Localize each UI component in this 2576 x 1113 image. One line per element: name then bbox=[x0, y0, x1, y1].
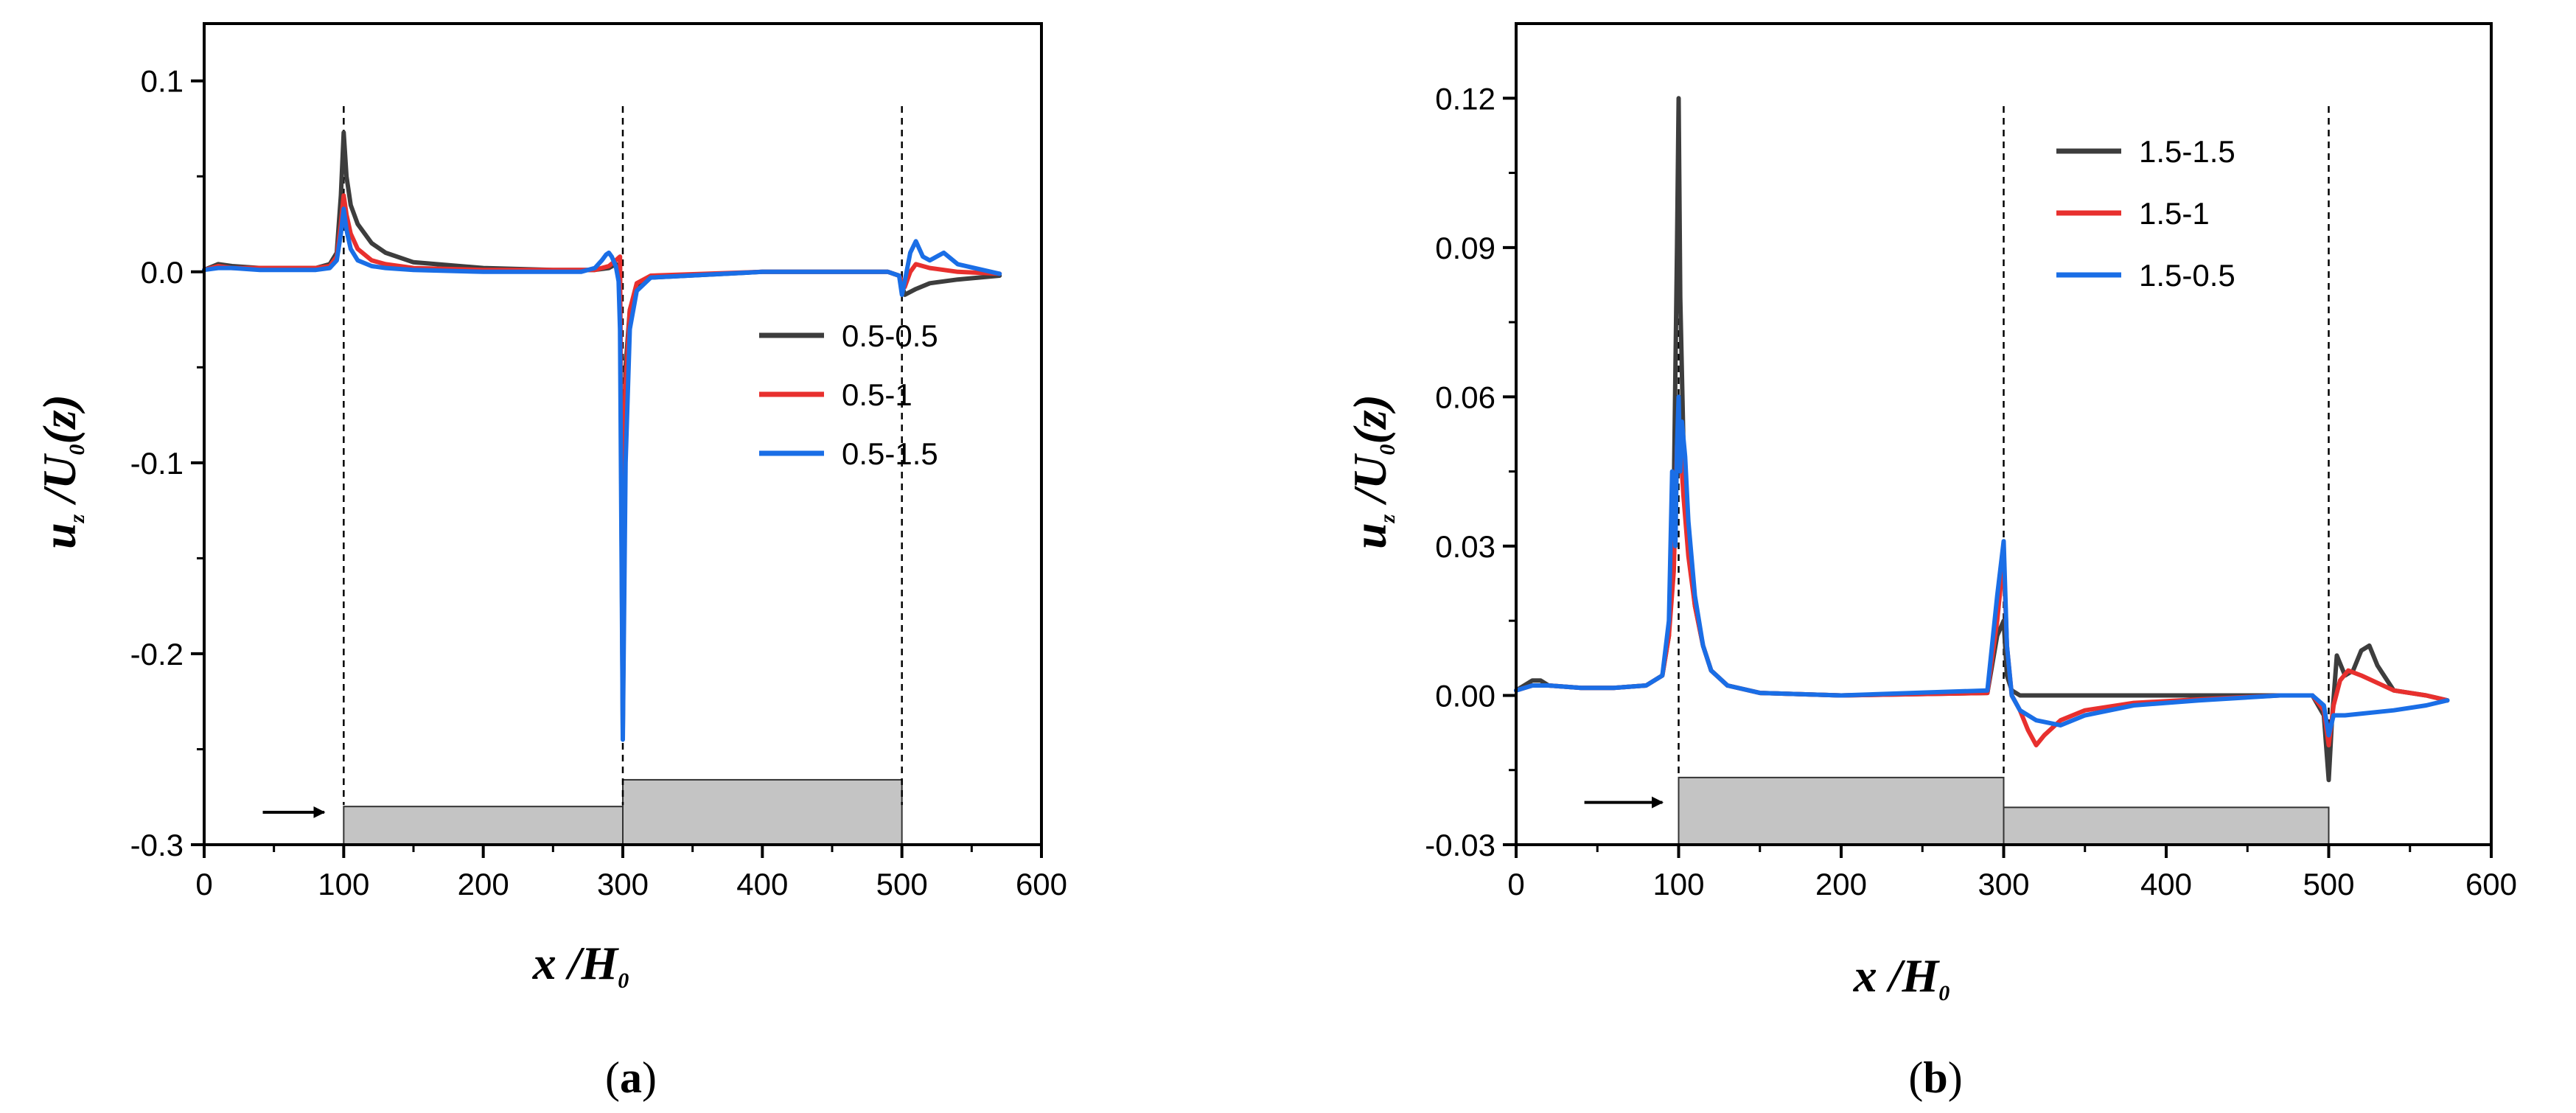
vlines-layer bbox=[1678, 106, 2330, 776]
series-line-1.5-0.5 bbox=[1514, 394, 2450, 738]
legend-label: 0.5-1.5 bbox=[842, 436, 938, 471]
legend-label: 0.5-1 bbox=[842, 377, 912, 412]
x-tick-label: 400 bbox=[736, 867, 788, 901]
y-tick-label: -0.2 bbox=[130, 637, 184, 671]
legend: 1.5-1.5 1.5-1 1.5-0.5 bbox=[2056, 134, 2235, 293]
x-tick-label: 0 bbox=[1507, 867, 1524, 901]
x-axis-title: x /H0 bbox=[532, 937, 629, 993]
x-tick-label: 0 bbox=[195, 867, 212, 901]
y-tick-label: -0.1 bbox=[130, 446, 184, 481]
y-tick-label: -0.03 bbox=[1425, 828, 1495, 862]
step-block-2 bbox=[622, 778, 903, 845]
segments-layer bbox=[1584, 776, 2330, 846]
y-tick-label: 0.03 bbox=[1435, 529, 1495, 564]
y-tick-label: 0.12 bbox=[1435, 81, 1495, 116]
legend-label: 1.5-1 bbox=[2139, 196, 2210, 231]
axis-ticks bbox=[1503, 97, 2493, 858]
x-tick-label: 200 bbox=[458, 867, 509, 901]
x-tick-label: 600 bbox=[1016, 867, 1067, 901]
x-tick-label: 400 bbox=[2140, 867, 2192, 901]
y-tick-label: -0.3 bbox=[130, 828, 184, 862]
axis-ticks bbox=[191, 79, 1043, 858]
x-tick-label: 300 bbox=[597, 867, 649, 901]
x-tick-label: 200 bbox=[1815, 867, 1867, 901]
segments-layer bbox=[262, 778, 903, 845]
x-axis-title: x /H0 bbox=[1853, 949, 1950, 1005]
panel-caption-a: (a) bbox=[605, 1053, 657, 1102]
series-layer bbox=[202, 130, 1002, 742]
series-line-0.5-1.5 bbox=[202, 206, 1002, 742]
x-tick-label: 300 bbox=[1978, 867, 2029, 901]
step-block-2 bbox=[2003, 806, 2330, 846]
chart-panel-a: 0 100 200 300 400 500 600 0.1 0.0 -0.1 -0.2 -0.3 0.… bbox=[33, 22, 1067, 1102]
legend-label: 1.5-0.5 bbox=[2139, 258, 2235, 293]
series-line-0.5-0.5 bbox=[202, 130, 1002, 733]
y-axis-title: uz /U0(z) bbox=[33, 394, 89, 549]
legend: 0.5-0.5 0.5-1 0.5-1.5 bbox=[759, 318, 938, 471]
x-tick-label: 500 bbox=[876, 867, 928, 901]
x-tick-label: 500 bbox=[2303, 867, 2354, 901]
axis-tick-labels: 0 100 200 300 400 500 600 0.12 0.09 0.06 0.03 0.00 -… bbox=[1425, 81, 2517, 901]
x-tick-label: 100 bbox=[1652, 867, 1704, 901]
series-layer bbox=[1514, 96, 2450, 783]
step-block-1 bbox=[1678, 776, 2005, 845]
y-tick-label: 0.1 bbox=[141, 64, 184, 99]
x-tick-label: 100 bbox=[318, 867, 369, 901]
chart-panel-b: 0 100 200 300 400 500 600 0.12 0.09 0.06 0.03 0.00 -… bbox=[1344, 22, 2517, 1102]
step-block-1 bbox=[343, 806, 624, 845]
y-tick-label: 0.09 bbox=[1435, 231, 1495, 265]
y-tick-label: 0.0 bbox=[141, 255, 184, 290]
legend-label: 1.5-1.5 bbox=[2139, 134, 2235, 169]
y-axis-title: uz /U0(z) bbox=[1344, 394, 1400, 549]
y-tick-label: 0.06 bbox=[1435, 380, 1495, 414]
y-tick-label: 0.00 bbox=[1435, 678, 1495, 713]
axis-tick-labels: 0 100 200 300 400 500 600 0.1 0.0 -0.1 -0.2 -0.3 bbox=[130, 64, 1067, 901]
panel-caption-b: (b) bbox=[1908, 1053, 1962, 1102]
legend-label: 0.5-0.5 bbox=[842, 318, 938, 353]
x-tick-label: 600 bbox=[2465, 867, 2517, 901]
